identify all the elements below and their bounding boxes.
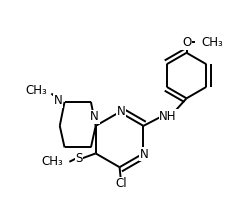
Text: NH: NH <box>159 110 177 123</box>
Text: N: N <box>54 94 63 107</box>
Text: N: N <box>116 105 125 118</box>
Text: CH₃: CH₃ <box>201 36 223 49</box>
Text: N: N <box>90 110 99 123</box>
Text: N: N <box>140 148 148 161</box>
Text: CH₃: CH₃ <box>42 155 63 168</box>
Text: O: O <box>182 36 191 49</box>
Text: Cl: Cl <box>115 178 127 191</box>
Text: CH₃: CH₃ <box>25 84 47 97</box>
Text: S: S <box>75 152 83 165</box>
